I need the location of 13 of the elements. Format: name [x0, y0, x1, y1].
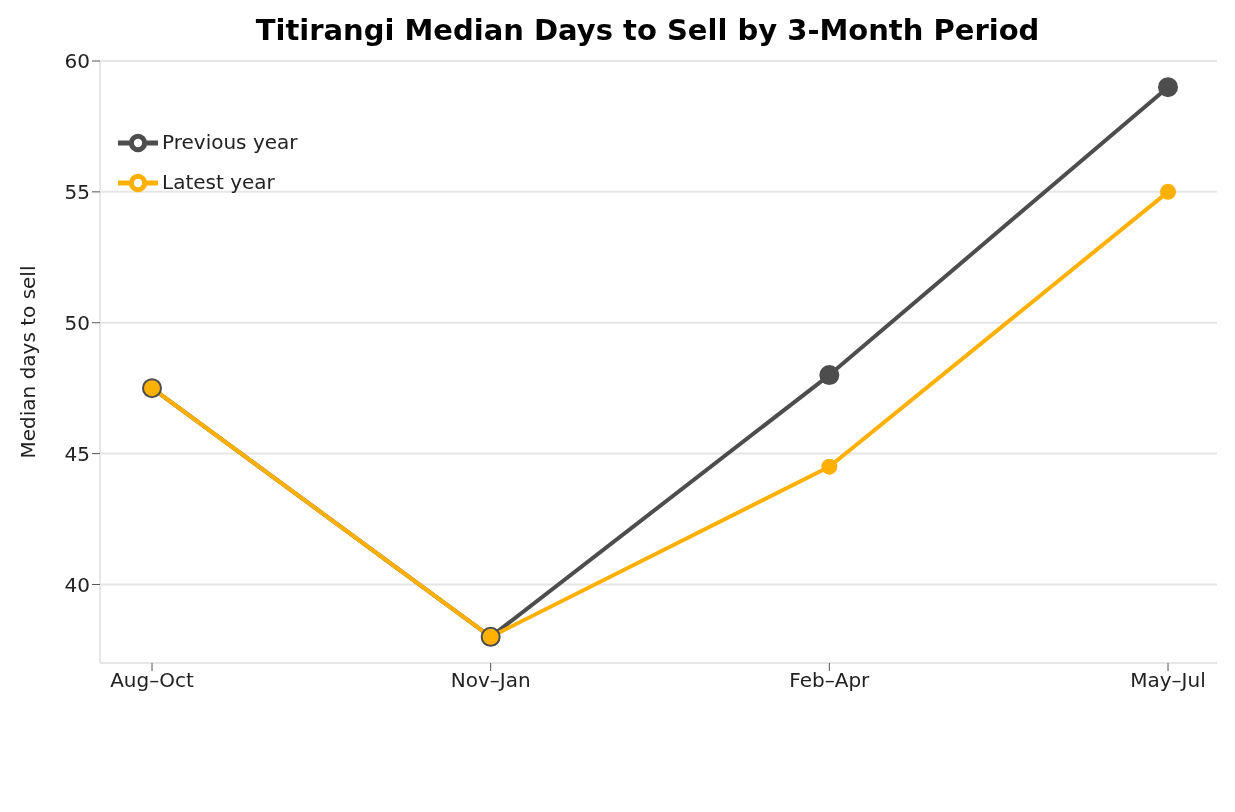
x-tick-label: Feb–Apr — [789, 668, 871, 693]
legend-label: Previous year — [162, 129, 298, 154]
y-tick-label: 45 — [64, 441, 90, 466]
legend-label: Latest year — [162, 169, 275, 194]
x-tick-label: Nov–Jan — [450, 668, 531, 693]
x-tick-label: May–Jul — [1130, 668, 1206, 693]
y-tick-label: 60 — [64, 49, 90, 74]
y-tick-label: 50 — [64, 310, 90, 335]
x-tick-label: Aug–Oct — [110, 668, 194, 693]
y-axis-title: Median days to sell — [16, 265, 41, 459]
y-tick-label: 40 — [64, 572, 90, 597]
chart-title: Titirangi Median Days to Sell by 3-Month Period — [255, 13, 1040, 47]
y-tick-label: 55 — [64, 179, 90, 204]
